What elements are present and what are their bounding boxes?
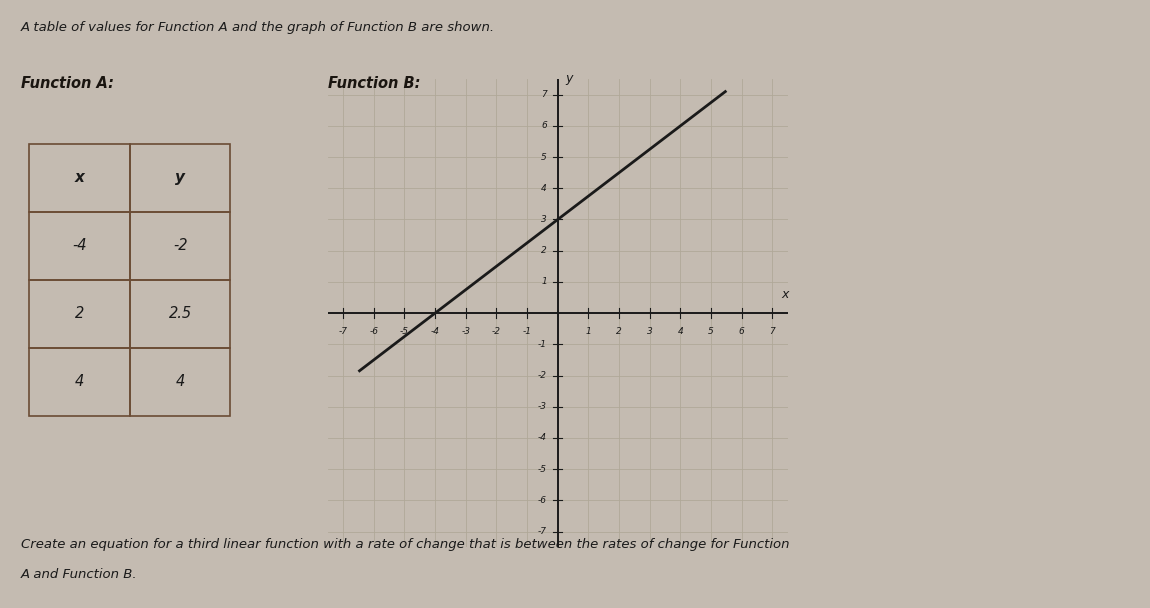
Text: -2: -2 (538, 371, 547, 380)
Text: 4: 4 (75, 374, 84, 389)
Text: -3: -3 (461, 327, 470, 336)
Text: Function B:: Function B: (328, 76, 420, 91)
Text: -4: -4 (430, 327, 439, 336)
Text: -4: -4 (72, 238, 87, 253)
Text: -6: -6 (369, 327, 378, 336)
Text: -5: -5 (538, 465, 547, 474)
Text: 2.5: 2.5 (169, 306, 192, 321)
Text: 6: 6 (739, 327, 745, 336)
Bar (130, 212, 230, 280)
Text: 4: 4 (542, 184, 547, 193)
Text: -1: -1 (522, 327, 531, 336)
Text: A table of values for Function A and the graph of Function B are shown.: A table of values for Function A and the… (21, 21, 494, 34)
Text: 4: 4 (677, 327, 683, 336)
Text: -7: -7 (338, 327, 347, 336)
Text: -6: -6 (538, 496, 547, 505)
Text: y: y (175, 170, 185, 185)
Text: y: y (566, 72, 573, 85)
Text: 3: 3 (646, 327, 653, 336)
Text: 7: 7 (542, 90, 547, 99)
Text: 2: 2 (616, 327, 622, 336)
Bar (130, 280, 230, 348)
Bar (130, 143, 230, 212)
Text: Create an equation for a third linear function with a rate of change that is bet: Create an equation for a third linear fu… (21, 538, 789, 551)
Text: -2: -2 (172, 238, 187, 253)
Text: 1: 1 (585, 327, 591, 336)
Bar (30, 143, 130, 212)
Text: 2: 2 (75, 306, 84, 321)
Text: 2: 2 (542, 246, 547, 255)
Text: -1: -1 (538, 340, 547, 349)
Text: 5: 5 (542, 153, 547, 162)
Bar (30, 280, 130, 348)
Text: 1: 1 (542, 277, 547, 286)
Text: -2: -2 (492, 327, 501, 336)
Text: -5: -5 (400, 327, 409, 336)
Text: -7: -7 (538, 527, 547, 536)
Text: x: x (75, 170, 85, 185)
Bar (130, 348, 230, 416)
Text: Function A:: Function A: (21, 76, 114, 91)
Text: 4: 4 (176, 374, 185, 389)
Text: 5: 5 (708, 327, 714, 336)
Text: -3: -3 (538, 402, 547, 411)
Text: x: x (782, 288, 789, 300)
Text: 7: 7 (769, 327, 775, 336)
Text: -4: -4 (538, 434, 547, 443)
Bar (30, 212, 130, 280)
Text: 6: 6 (542, 122, 547, 130)
Text: A and Function B.: A and Function B. (21, 568, 137, 581)
Bar (30, 348, 130, 416)
Text: 3: 3 (542, 215, 547, 224)
